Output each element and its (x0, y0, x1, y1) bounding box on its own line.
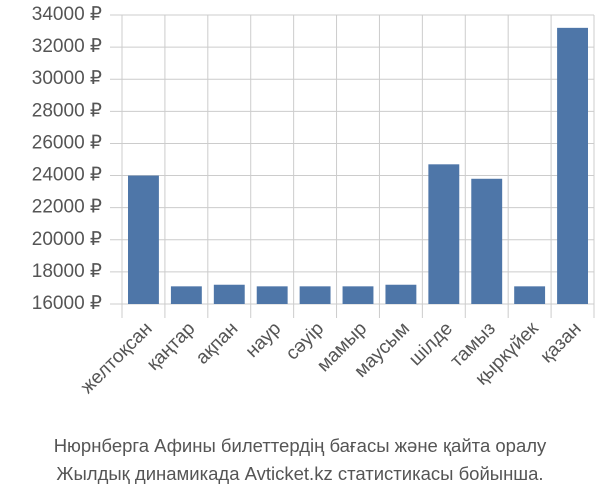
bar (385, 284, 417, 304)
x-tick-label: шілде (405, 318, 457, 370)
y-tick-label: 22000 ₽ (32, 197, 102, 218)
bar (557, 27, 588, 304)
bar (471, 178, 503, 304)
bar (256, 286, 288, 304)
bar (514, 286, 546, 304)
y-tick-label: 20000 ₽ (32, 229, 102, 250)
caption-line: Нюрнберга Афины билеттердің бағасы және … (54, 435, 547, 456)
x-tick-label: ақпан (192, 318, 242, 368)
y-tick-label: 18000 ₽ (32, 261, 102, 282)
bar (213, 284, 245, 304)
caption-line: Жылдық динамикада Avticket.kz статистика… (56, 463, 543, 484)
bar (342, 286, 374, 304)
y-tick-label: 34000 ₽ (32, 4, 102, 25)
bar (128, 175, 159, 304)
y-tick-label: 30000 ₽ (32, 68, 102, 89)
y-tick-label: 32000 ₽ (32, 36, 102, 57)
bar (170, 286, 202, 304)
y-tick-label: 28000 ₽ (32, 100, 102, 121)
y-tick-label: 26000 ₽ (32, 132, 102, 153)
x-tick-label: қазан (537, 318, 586, 367)
bar (299, 286, 331, 304)
y-tick-label: 16000 ₽ (32, 293, 102, 314)
y-tick-label: 24000 ₽ (32, 165, 102, 186)
x-tick-label: наур (242, 318, 286, 362)
bar (428, 164, 460, 304)
x-tick-label: қаңтар (143, 318, 200, 375)
